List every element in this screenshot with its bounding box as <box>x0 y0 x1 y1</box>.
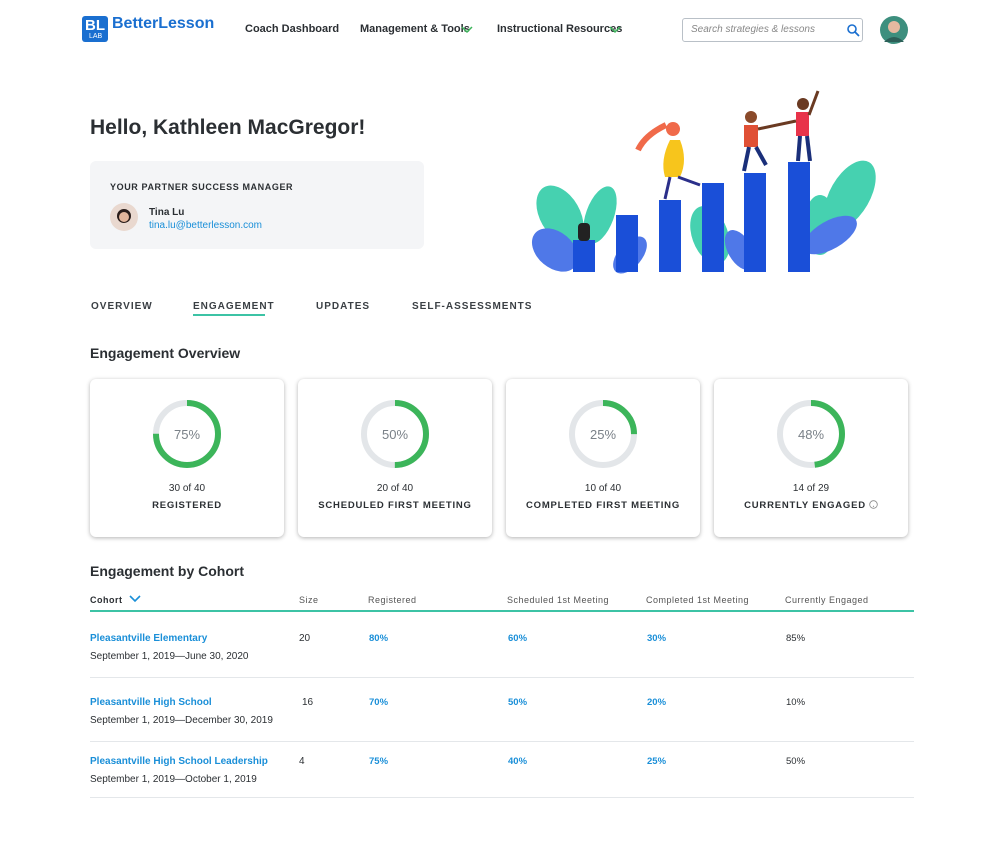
cohort-dates: September 1, 2019—June 30, 2020 <box>90 651 249 662</box>
cohort-registered: 75% <box>369 756 389 767</box>
column-header[interactable]: Cohort <box>90 595 123 605</box>
logo-sub: LAB <box>89 33 103 40</box>
count: 20 of 40 <box>376 483 414 494</box>
stat-card: 75% 30 of 40 REGISTERED <box>90 379 284 537</box>
percent-label: 48% <box>797 427 825 442</box>
cohort-size: 16 <box>302 697 314 708</box>
count: 10 of 40 <box>584 483 622 494</box>
tab-underline <box>193 314 265 316</box>
column-header: Scheduled 1st Meeting <box>507 595 610 605</box>
cohort-name[interactable]: Pleasantville High School <box>90 697 212 708</box>
cohort-size: 20 <box>299 633 311 644</box>
tab[interactable]: UPDATES <box>316 301 371 312</box>
stat-card: 48% 14 of 29 CURRENTLY ENGAGED <box>714 379 908 537</box>
stat-label: COMPLETED FIRST MEETING <box>525 500 681 511</box>
cohort-engaged: 10% <box>786 697 806 708</box>
column-header: Completed 1st Meeting <box>646 595 750 605</box>
brand[interactable]: BetterLesson <box>112 15 215 32</box>
header-rule <box>90 610 914 612</box>
logo-badge[interactable]: BL LAB <box>82 16 108 42</box>
cohort-dates: September 1, 2019—October 1, 2019 <box>90 774 257 785</box>
cohort-name[interactable]: Pleasantville High School Leadership <box>90 756 268 767</box>
search-placeholder: Search strategies & lessons <box>691 24 815 35</box>
help-dot <box>872 505 875 507</box>
percent-label: 50% <box>381 427 409 442</box>
chevron <box>461 26 473 34</box>
cohort-completed: 25% <box>647 756 667 767</box>
stat-label: SCHEDULED FIRST MEETING <box>318 500 472 511</box>
donut-arc <box>569 400 637 468</box>
cohort-scheduled: 60% <box>508 633 528 644</box>
nav-item[interactable]: Coach Dashboard <box>245 23 340 35</box>
logo-mark: BL <box>85 17 105 34</box>
row-separator <box>90 797 914 798</box>
section-title: Engagement by Cohort <box>90 563 245 579</box>
cohort-scheduled: 40% <box>508 756 528 767</box>
illustration <box>531 90 876 274</box>
nav-chevrons <box>461 26 621 34</box>
nav-item[interactable]: Instructional Resources <box>497 23 623 35</box>
donut-arc <box>777 400 845 468</box>
percent-label: 75% <box>173 427 201 442</box>
row-separator <box>90 741 914 742</box>
cohort-completed: 20% <box>647 697 667 708</box>
help-icon[interactable] <box>869 500 878 509</box>
column-header: Size <box>299 595 319 605</box>
greeting: Hello, Kathleen MacGregor! <box>90 116 366 139</box>
cohort-size: 4 <box>299 756 305 767</box>
cohort-scheduled: 50% <box>508 697 528 708</box>
search-icon <box>847 24 860 37</box>
manager-heading: YOUR PARTNER SUCCESS MANAGER <box>110 182 294 192</box>
cohort-engaged: 85% <box>786 633 806 644</box>
tab[interactable]: OVERVIEW <box>91 301 153 312</box>
nav-item[interactable]: Management & Tools <box>360 23 470 35</box>
chevron <box>609 26 621 34</box>
column-header: Currently Engaged <box>785 595 869 605</box>
donut <box>569 400 637 468</box>
donut <box>153 400 221 468</box>
cohort-registered: 70% <box>369 697 389 708</box>
sort-chevron[interactable] <box>128 594 142 604</box>
manager-card: YOUR PARTNER SUCCESS MANAGER Tina Lu tin… <box>90 161 424 249</box>
percent-label: 25% <box>589 427 617 442</box>
donut-arc <box>153 400 221 468</box>
search-box[interactable]: Search strategies & lessons <box>682 18 863 42</box>
donut-arc <box>361 400 429 468</box>
count: 30 of 40 <box>168 483 206 494</box>
column-header: Registered <box>368 595 417 605</box>
cohort-completed: 30% <box>647 633 667 644</box>
stat-card: 50% 20 of 40 SCHEDULED FIRST MEETING <box>298 379 492 537</box>
stat-card: 25% 10 of 40 COMPLETED FIRST MEETING <box>506 379 700 537</box>
cohort-name[interactable]: Pleasantville Elementary <box>90 633 208 644</box>
cohort-registered: 80% <box>369 633 389 644</box>
donut <box>777 400 845 468</box>
help-circle <box>869 500 878 509</box>
user-avatar[interactable] <box>879 15 909 45</box>
stat-label: REGISTERED <box>152 500 222 511</box>
manager-photo <box>110 203 138 231</box>
manager-email[interactable]: tina.lu@betterlesson.com <box>149 220 262 231</box>
stat-label: CURRENTLY ENGAGED <box>714 500 908 511</box>
manager-name: Tina Lu <box>149 207 185 218</box>
row-separator <box>90 677 914 678</box>
count: 14 of 29 <box>792 483 830 494</box>
cohort-engaged: 50% <box>786 756 806 767</box>
section-title: Engagement Overview <box>90 345 241 361</box>
cohort-dates: September 1, 2019—December 30, 2019 <box>90 715 273 726</box>
tab[interactable]: SELF-ASSESSMENTS <box>412 301 533 312</box>
tab-active[interactable]: ENGAGEMENT <box>193 301 275 312</box>
donut <box>361 400 429 468</box>
